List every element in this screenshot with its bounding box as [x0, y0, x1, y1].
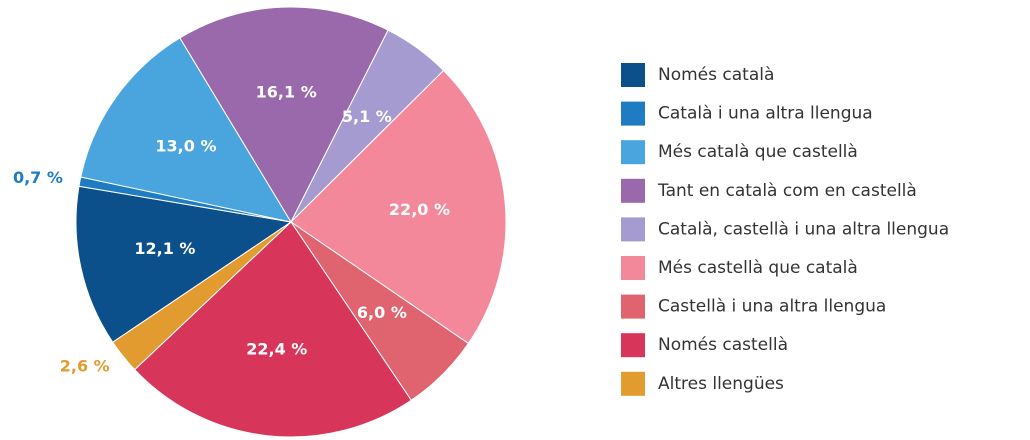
- data-label: 22,4 %: [246, 340, 307, 359]
- legend-label: Més castellà que català: [658, 258, 858, 278]
- legend-label: Català, castellà i una altra llengua: [658, 219, 949, 239]
- data-label: 2,6 %: [60, 357, 110, 376]
- legend-swatch: [621, 371, 645, 396]
- legend-swatch: [621, 63, 645, 87]
- legend-swatch: [621, 256, 645, 280]
- legend-label: Castellà i una altra llengua: [658, 297, 886, 317]
- legend-label: Català i una altra llengua: [658, 104, 873, 124]
- legend-label: Només català: [658, 65, 774, 85]
- pie-slice: [290, 69, 507, 345]
- data-label: 22,0 %: [389, 200, 450, 219]
- data-label: 13,0 %: [155, 137, 216, 156]
- legend-label: Tant en català com en castellà: [657, 181, 917, 201]
- legend-swatch: [621, 294, 645, 319]
- legend-swatch: [621, 217, 645, 242]
- data-label: 6,0 %: [357, 303, 407, 322]
- legend-swatch: [621, 101, 645, 126]
- pie-slice: [75, 185, 293, 343]
- legend-label: Altres llengües: [658, 374, 784, 394]
- legend-label: Només castellà: [658, 335, 788, 355]
- legend-swatch: [621, 140, 645, 165]
- data-label: 16,1 %: [256, 83, 317, 102]
- data-label: 0,7 %: [13, 168, 63, 187]
- pie-slice: [112, 221, 292, 371]
- pie-slice: [133, 221, 412, 438]
- data-label: 5,1 %: [342, 107, 392, 126]
- legend-swatch: [621, 333, 645, 358]
- legend-swatch: [621, 178, 645, 203]
- pie-slice: [80, 37, 293, 223]
- pie-slice: [179, 6, 389, 224]
- data-label: 12,1 %: [134, 239, 195, 258]
- legend-label: Més català que castellà: [658, 142, 858, 162]
